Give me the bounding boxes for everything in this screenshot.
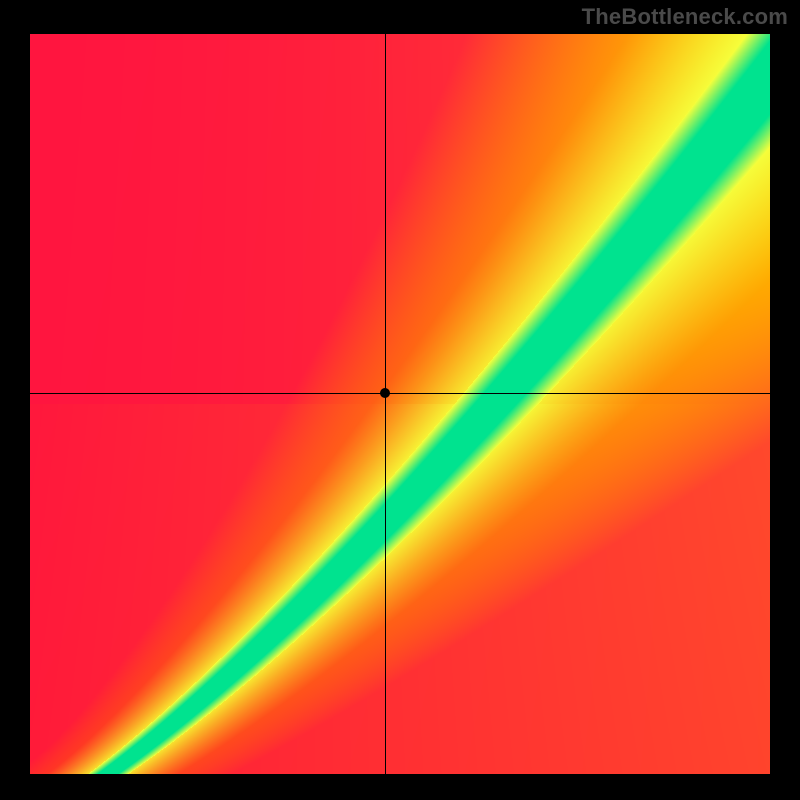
chart-container: TheBottleneck.com — [0, 0, 800, 800]
attribution-text: TheBottleneck.com — [582, 4, 788, 30]
plot-area — [30, 34, 770, 774]
data-point-marker — [380, 388, 390, 398]
heatmap-canvas — [30, 34, 770, 774]
